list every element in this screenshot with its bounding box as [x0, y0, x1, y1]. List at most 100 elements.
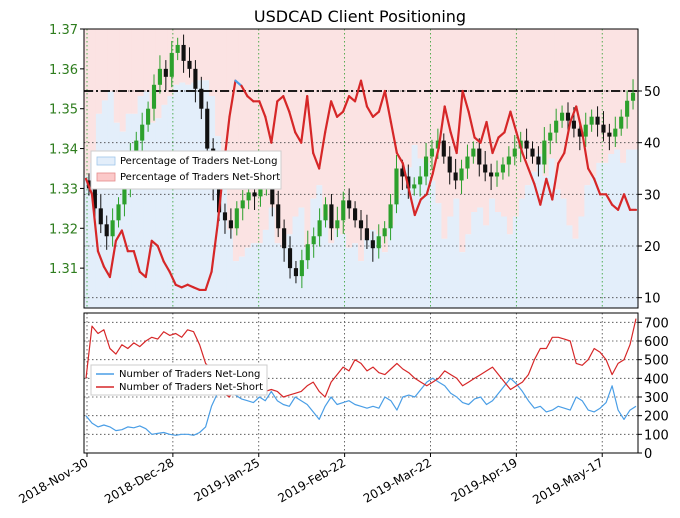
- candle-body: [542, 140, 547, 165]
- net-short-band: [405, 29, 413, 168]
- net-long-band: [89, 162, 97, 308]
- count-tick-label: 500: [644, 354, 669, 369]
- candle-body: [453, 172, 458, 181]
- net-short-band: [119, 29, 127, 132]
- net-long-band: [322, 216, 329, 308]
- candle-body: [276, 204, 281, 229]
- candle-body: [240, 200, 245, 209]
- net-short-band: [417, 29, 425, 159]
- candle-body: [388, 204, 393, 229]
- net-short-band: [590, 29, 597, 177]
- net-short-pct-segment: [228, 79, 237, 118]
- candle-body: [353, 208, 358, 221]
- net-short-band: [143, 29, 151, 92]
- pct-tick-label: 10: [644, 292, 661, 307]
- candle-body: [252, 192, 257, 197]
- net-short-pct-segment: [569, 105, 578, 124]
- net-long-band: [173, 84, 180, 308]
- net-short-band: [262, 29, 270, 230]
- candle-body: [234, 208, 239, 229]
- candle-body: [175, 44, 180, 53]
- candle-body: [364, 228, 369, 241]
- net-long-band: [393, 198, 401, 308]
- net-short-pct-segment: [431, 146, 440, 175]
- net-long-band: [119, 131, 127, 308]
- candle-body: [299, 260, 304, 277]
- net-long-band: [399, 189, 407, 308]
- net-short-band: [626, 29, 633, 150]
- net-long-band: [209, 95, 216, 309]
- net-short-pct-segment: [551, 162, 560, 201]
- legend-count-long-label: Number of Traders Net-Long: [119, 369, 260, 380]
- net-short-band: [101, 29, 109, 101]
- net-short-pct-segment: [425, 172, 434, 196]
- net-short-band: [149, 29, 157, 123]
- candle-body: [376, 236, 381, 249]
- net-long-band: [524, 185, 532, 308]
- net-short-band: [125, 29, 133, 114]
- net-short-band: [340, 29, 347, 235]
- net-short-pct-segment: [383, 89, 392, 124]
- net-short-pct-segment: [527, 167, 536, 186]
- net-long-band: [411, 145, 419, 308]
- net-short-band: [95, 29, 103, 114]
- pct-tick-label: 50: [644, 85, 661, 100]
- net-short-band: [381, 29, 389, 253]
- candle-body: [394, 168, 399, 205]
- net-long-band: [280, 247, 288, 308]
- candle-body: [589, 116, 594, 125]
- axes-frames: [83, 28, 639, 454]
- date-tick-label: 2019-Feb-22: [276, 455, 349, 505]
- net-short-band: [185, 29, 192, 85]
- net-long-band: [232, 261, 240, 308]
- candle-body: [157, 68, 162, 85]
- net-short-pct-segment: [605, 193, 614, 206]
- net-short-pct-segment: [545, 177, 554, 201]
- net-short-band: [316, 29, 323, 186]
- candle-body: [163, 68, 168, 77]
- candle-body: [477, 148, 482, 165]
- positioning-bands: [84, 29, 639, 309]
- net-short-pct-segment: [318, 131, 327, 170]
- price-tick-label: 1.34: [49, 143, 78, 158]
- net-short-pct-segment: [521, 151, 530, 170]
- net-short-band: [173, 29, 180, 85]
- candle-body: [146, 108, 151, 125]
- count-tick-label: 700: [644, 316, 669, 331]
- candle-body: [548, 132, 553, 141]
- candle-body: [506, 156, 511, 165]
- net-short-pct-segment: [413, 198, 422, 217]
- candle-body: [400, 168, 405, 177]
- net-short-pct-segment: [234, 79, 243, 87]
- net-short-pct-segment: [509, 110, 518, 134]
- candle-body: [282, 228, 287, 249]
- net-long-band: [560, 198, 568, 308]
- candle-body: [459, 168, 464, 181]
- net-long-band: [453, 198, 460, 308]
- candle-body: [110, 220, 115, 237]
- series-lines: [84, 79, 638, 436]
- candle-body: [370, 240, 375, 249]
- net-short-pct-segment: [162, 260, 171, 273]
- candle-body: [435, 140, 440, 149]
- candle-body: [500, 164, 506, 173]
- candle-body: [619, 116, 624, 129]
- net-short-band: [614, 29, 621, 150]
- net-short-band: [292, 29, 300, 217]
- net-short-pct-segment: [533, 182, 542, 206]
- candle-body: [418, 176, 423, 185]
- candle-body: [489, 172, 494, 177]
- candle-body: [199, 88, 204, 109]
- bottom-panel-frame: [83, 312, 639, 454]
- net-long-band: [387, 225, 395, 308]
- net-short-pct-segment: [150, 239, 159, 248]
- price-tick-label: 1.37: [49, 23, 78, 38]
- net-long-band: [268, 207, 276, 308]
- price-candles: [86, 34, 636, 289]
- candle-body: [258, 188, 263, 197]
- net-short-band: [209, 29, 216, 96]
- candle-body: [483, 164, 488, 173]
- candle-body: [577, 128, 582, 137]
- net-short-band: [89, 29, 97, 163]
